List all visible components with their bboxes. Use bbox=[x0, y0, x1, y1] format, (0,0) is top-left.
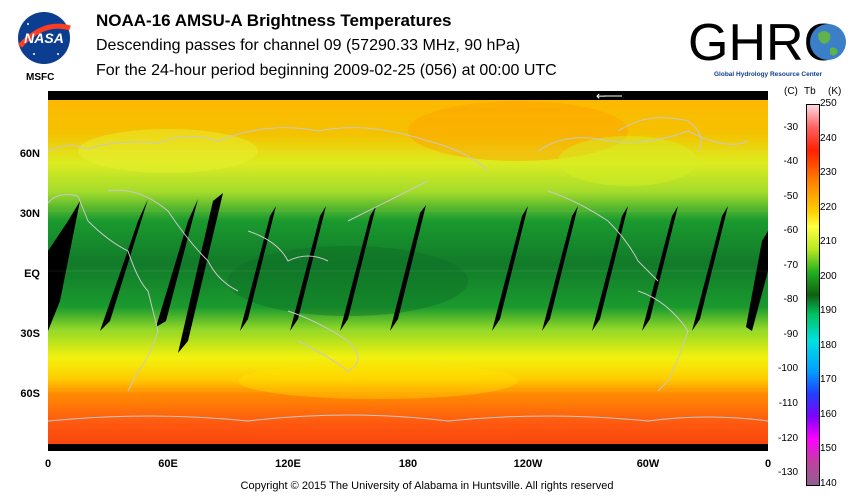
lat-label-30n: 30N bbox=[19, 208, 40, 220]
lon-label-180: 180 bbox=[398, 458, 418, 470]
lat-label-60s: 60S bbox=[20, 388, 40, 400]
colorbar-celsius-label: -100 bbox=[777, 363, 798, 375]
colorbar-kelvin-label: 150 bbox=[820, 443, 837, 455]
subtitle-passes: Descending passes for channel 09 (57290.… bbox=[96, 37, 521, 54]
copyright-notice: Copyright © 2015 The University of Alaba… bbox=[240, 480, 614, 492]
colorbar-celsius-label: -80 bbox=[783, 294, 798, 306]
orbit-gaps bbox=[48, 193, 768, 353]
lon-label-120e: 120E bbox=[275, 458, 301, 470]
colorbar-celsius-label: -130 bbox=[777, 467, 798, 479]
colorbar-celsius-label: -50 bbox=[783, 190, 798, 202]
colorbar-celsius-label: -110 bbox=[778, 398, 798, 410]
colorbar-celsius-label: -70 bbox=[783, 259, 798, 271]
lon-label-0-right: 0 bbox=[764, 458, 772, 470]
colorbar-celsius-label: -90 bbox=[783, 328, 798, 340]
colorbar-kelvin-label: 230 bbox=[820, 167, 837, 179]
colorbar bbox=[806, 104, 820, 486]
lat-label-30s: 30S bbox=[20, 328, 40, 340]
coastlines bbox=[47, 117, 769, 422]
graticule bbox=[48, 150, 768, 392]
colorbar-celsius-label: -40 bbox=[783, 156, 798, 168]
lat-label-eq: EQ bbox=[24, 268, 40, 280]
brightness-temperature-map: ← bbox=[47, 89, 769, 451]
colorbar-unit-tb: Tb bbox=[804, 86, 816, 97]
colorbar-kelvin-label: 250 bbox=[820, 98, 837, 109]
nasa-logo: NASA bbox=[14, 10, 74, 70]
lat-label-60n: 60N bbox=[19, 148, 40, 160]
ghrc-subtitle: Global Hydrology Resource Center bbox=[714, 71, 822, 78]
colorbar-kelvin-label: 210 bbox=[820, 236, 837, 248]
colorbar-unit-c: (C) bbox=[784, 86, 798, 97]
colorbar-kelvin-label: 180 bbox=[820, 339, 837, 351]
nasa-wordmark: NASA bbox=[24, 30, 64, 46]
colorbar-kelvin-label: 160 bbox=[820, 408, 837, 420]
lon-label-120w: 120W bbox=[513, 458, 543, 470]
map-canvas: ← bbox=[47, 89, 769, 451]
colorbar-kelvin-label: 140 bbox=[820, 478, 837, 489]
colorbar-kelvin-label: 240 bbox=[820, 132, 837, 144]
colorbar-kelvin-label: 170 bbox=[820, 374, 837, 386]
lon-label-60w: 60W bbox=[636, 458, 660, 470]
lon-label-60e: 60E bbox=[158, 458, 178, 470]
arrow-indicator: ← bbox=[596, 91, 606, 103]
msfc-label: MSFC bbox=[26, 72, 55, 83]
lon-label-0-left: 0 bbox=[44, 458, 52, 470]
colorbar-unit-k: (K) bbox=[828, 86, 842, 97]
ghrc-logo: GHRC Global Hydrology Resource Center bbox=[688, 10, 848, 80]
colorbar-kelvin-label: 190 bbox=[820, 305, 837, 317]
colorbar-kelvin-label: 220 bbox=[820, 201, 837, 213]
colorbar-celsius-label: -60 bbox=[783, 225, 798, 237]
page-title: NOAA-16 AMSU-A Brightness Temperatures bbox=[96, 11, 452, 30]
colorbar-kelvin-label: 200 bbox=[820, 270, 837, 282]
colorbar-celsius-label: -30 bbox=[783, 121, 798, 133]
colorbar-celsius-label: -120 bbox=[777, 432, 798, 444]
subtitle-period: For the 24-hour period beginning 2009-02… bbox=[96, 62, 557, 79]
